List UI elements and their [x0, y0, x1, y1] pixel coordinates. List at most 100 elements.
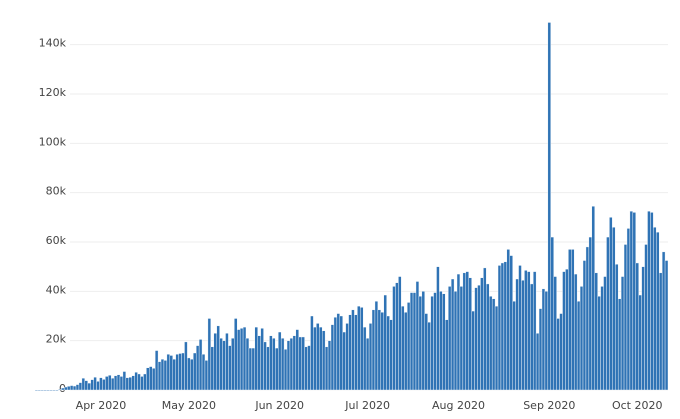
bar: [260, 328, 264, 391]
y-tick-label: 120k: [39, 86, 67, 99]
bar: [345, 323, 349, 391]
bar: [360, 307, 364, 391]
bar: [113, 375, 118, 391]
bar: [518, 265, 522, 391]
bar: [465, 271, 469, 391]
bar: [509, 255, 513, 391]
bar: [99, 377, 103, 391]
bar: [594, 272, 598, 391]
bar: [178, 353, 182, 391]
bar: [550, 236, 554, 391]
bar: [600, 286, 604, 391]
bar: [474, 287, 478, 391]
bar: [110, 377, 115, 391]
bar: [257, 335, 261, 391]
bar: [635, 262, 639, 391]
bar: [494, 305, 499, 391]
bar: [134, 372, 138, 391]
bar: [641, 266, 645, 391]
bar: [629, 210, 634, 391]
bar: [280, 338, 285, 391]
bar: [418, 296, 423, 391]
bar: [512, 301, 516, 391]
x-tick-label: May 2020: [162, 399, 216, 412]
bar: [222, 340, 226, 391]
bar: [43, 389, 47, 392]
bar: [656, 231, 660, 391]
bar: [609, 217, 613, 391]
x-tick-label: Sep 2020: [523, 399, 575, 412]
bar: [198, 339, 203, 391]
bar: [386, 315, 390, 391]
bar: [556, 318, 560, 391]
bar: [483, 267, 487, 391]
bar: [462, 272, 466, 391]
bar: [304, 346, 308, 391]
bar: [532, 271, 537, 391]
x-tick-label: Aug 2020: [432, 399, 485, 412]
bar: [137, 373, 141, 391]
bar: [61, 387, 65, 391]
bar: [330, 324, 335, 391]
bar: [149, 366, 153, 391]
bar: [559, 313, 563, 391]
bar: [500, 262, 505, 391]
bar: [251, 347, 255, 391]
bar: [653, 226, 657, 391]
bar: [415, 281, 420, 391]
bar: [152, 368, 156, 391]
y-tick-label: 60k: [46, 234, 67, 247]
bar: [615, 264, 619, 391]
bar: [553, 276, 557, 391]
bar: [576, 301, 581, 391]
bar: [468, 277, 472, 391]
bar: [119, 376, 124, 391]
bar: [102, 379, 106, 391]
bar: [34, 389, 39, 392]
bar: [471, 310, 475, 391]
bar: [163, 360, 168, 391]
x-tick-label: Oct 2020: [612, 399, 663, 412]
bar: [307, 345, 311, 391]
bar: [527, 271, 531, 391]
bar: [122, 371, 127, 391]
bar: [664, 260, 669, 391]
bar: [313, 326, 317, 391]
bar: [535, 333, 540, 391]
bar: [433, 292, 437, 391]
bar: [75, 384, 80, 391]
bar: [225, 333, 229, 391]
bar: [166, 354, 171, 391]
bar: [339, 315, 343, 391]
y-tick-label: 80k: [46, 185, 67, 198]
bar: [228, 345, 232, 391]
bar: [125, 377, 129, 391]
bar: [64, 386, 68, 391]
bar: [272, 338, 276, 391]
bar: [453, 291, 458, 391]
bar: [316, 323, 320, 391]
bar: [324, 346, 329, 391]
bar: [571, 249, 575, 391]
bar: [283, 349, 288, 391]
bar: [37, 389, 42, 392]
bar: [620, 276, 625, 391]
bar: [374, 301, 379, 391]
bar: [612, 226, 616, 391]
bar: [638, 294, 642, 391]
bar: [389, 319, 393, 391]
bar: [398, 276, 402, 391]
bar: [143, 373, 147, 391]
bar: [606, 236, 610, 391]
bar: [456, 273, 461, 391]
bar: [154, 350, 159, 391]
bar: [93, 376, 97, 391]
x-tick-label: Apr 2020: [76, 399, 127, 412]
bar: [237, 329, 241, 391]
bar: [506, 249, 510, 391]
x-tick-label: Jul 2020: [344, 399, 390, 412]
bar: [436, 266, 440, 391]
bar: [248, 347, 253, 391]
bar: [40, 389, 44, 392]
bar: [210, 346, 214, 391]
